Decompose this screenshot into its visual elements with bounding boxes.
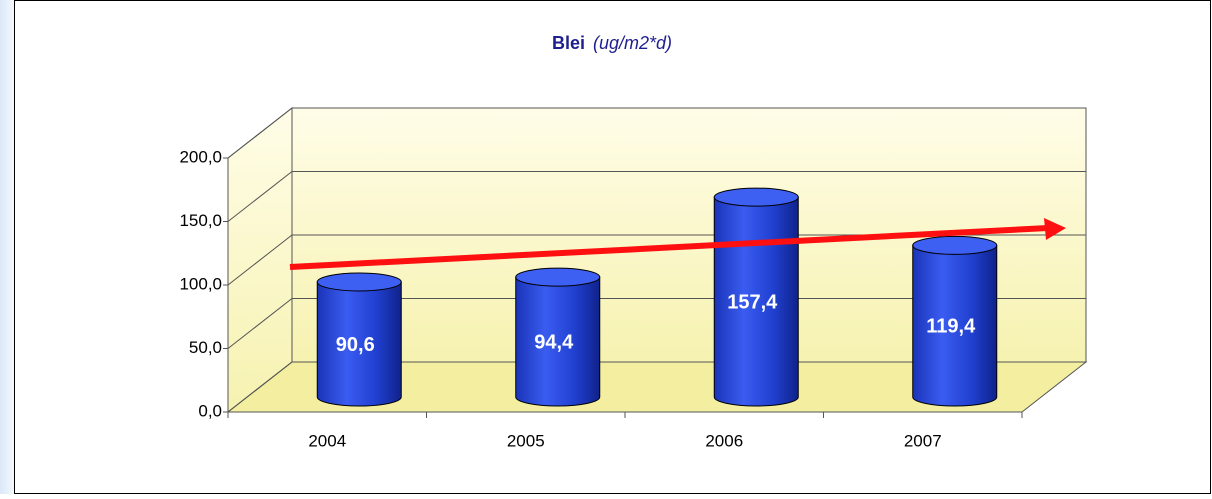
bars: 90,6 94,4 157,4 119,4 <box>316 187 998 407</box>
bar-top <box>912 235 998 255</box>
y-tick-label: 0,0 <box>198 401 222 420</box>
y-tick-label: 200,0 <box>179 147 222 166</box>
bar-top <box>515 267 601 287</box>
y-tick-label: 150,0 <box>179 211 222 230</box>
chart-title: Blei (ug/m2*d) <box>552 33 672 53</box>
trend-arrowhead <box>1044 218 1066 240</box>
bar <box>713 196 799 407</box>
x-tick-label: 2007 <box>904 431 942 450</box>
bar <box>912 244 998 407</box>
x-tick-label: 2004 <box>308 431 346 450</box>
x-tick-label: 2005 <box>507 431 545 450</box>
grid-line <box>227 107 1086 159</box>
grid <box>227 107 1086 413</box>
bar <box>515 276 601 407</box>
bar-top <box>316 272 402 292</box>
y-tick-label: 50,0 <box>189 338 222 357</box>
grid-line <box>227 234 1086 286</box>
data-label: 94,4 <box>534 331 574 353</box>
title-unit: (ug/m2*d) <box>593 33 672 53</box>
data-label: 90,6 <box>336 334 375 356</box>
data-label: 119,4 <box>926 315 976 337</box>
grid-line <box>227 171 1086 222</box>
y-tick-label: 100,0 <box>179 274 222 293</box>
grid-line <box>227 361 1086 413</box>
title-main: Blei <box>552 33 585 53</box>
side-strip <box>0 0 14 494</box>
grid-line <box>227 298 1086 349</box>
x-tick-label: 2006 <box>705 431 743 450</box>
bar-top <box>713 187 799 207</box>
bar <box>316 281 402 407</box>
trend-line <box>289 225 1049 270</box>
data-label: 157,4 <box>727 291 778 313</box>
